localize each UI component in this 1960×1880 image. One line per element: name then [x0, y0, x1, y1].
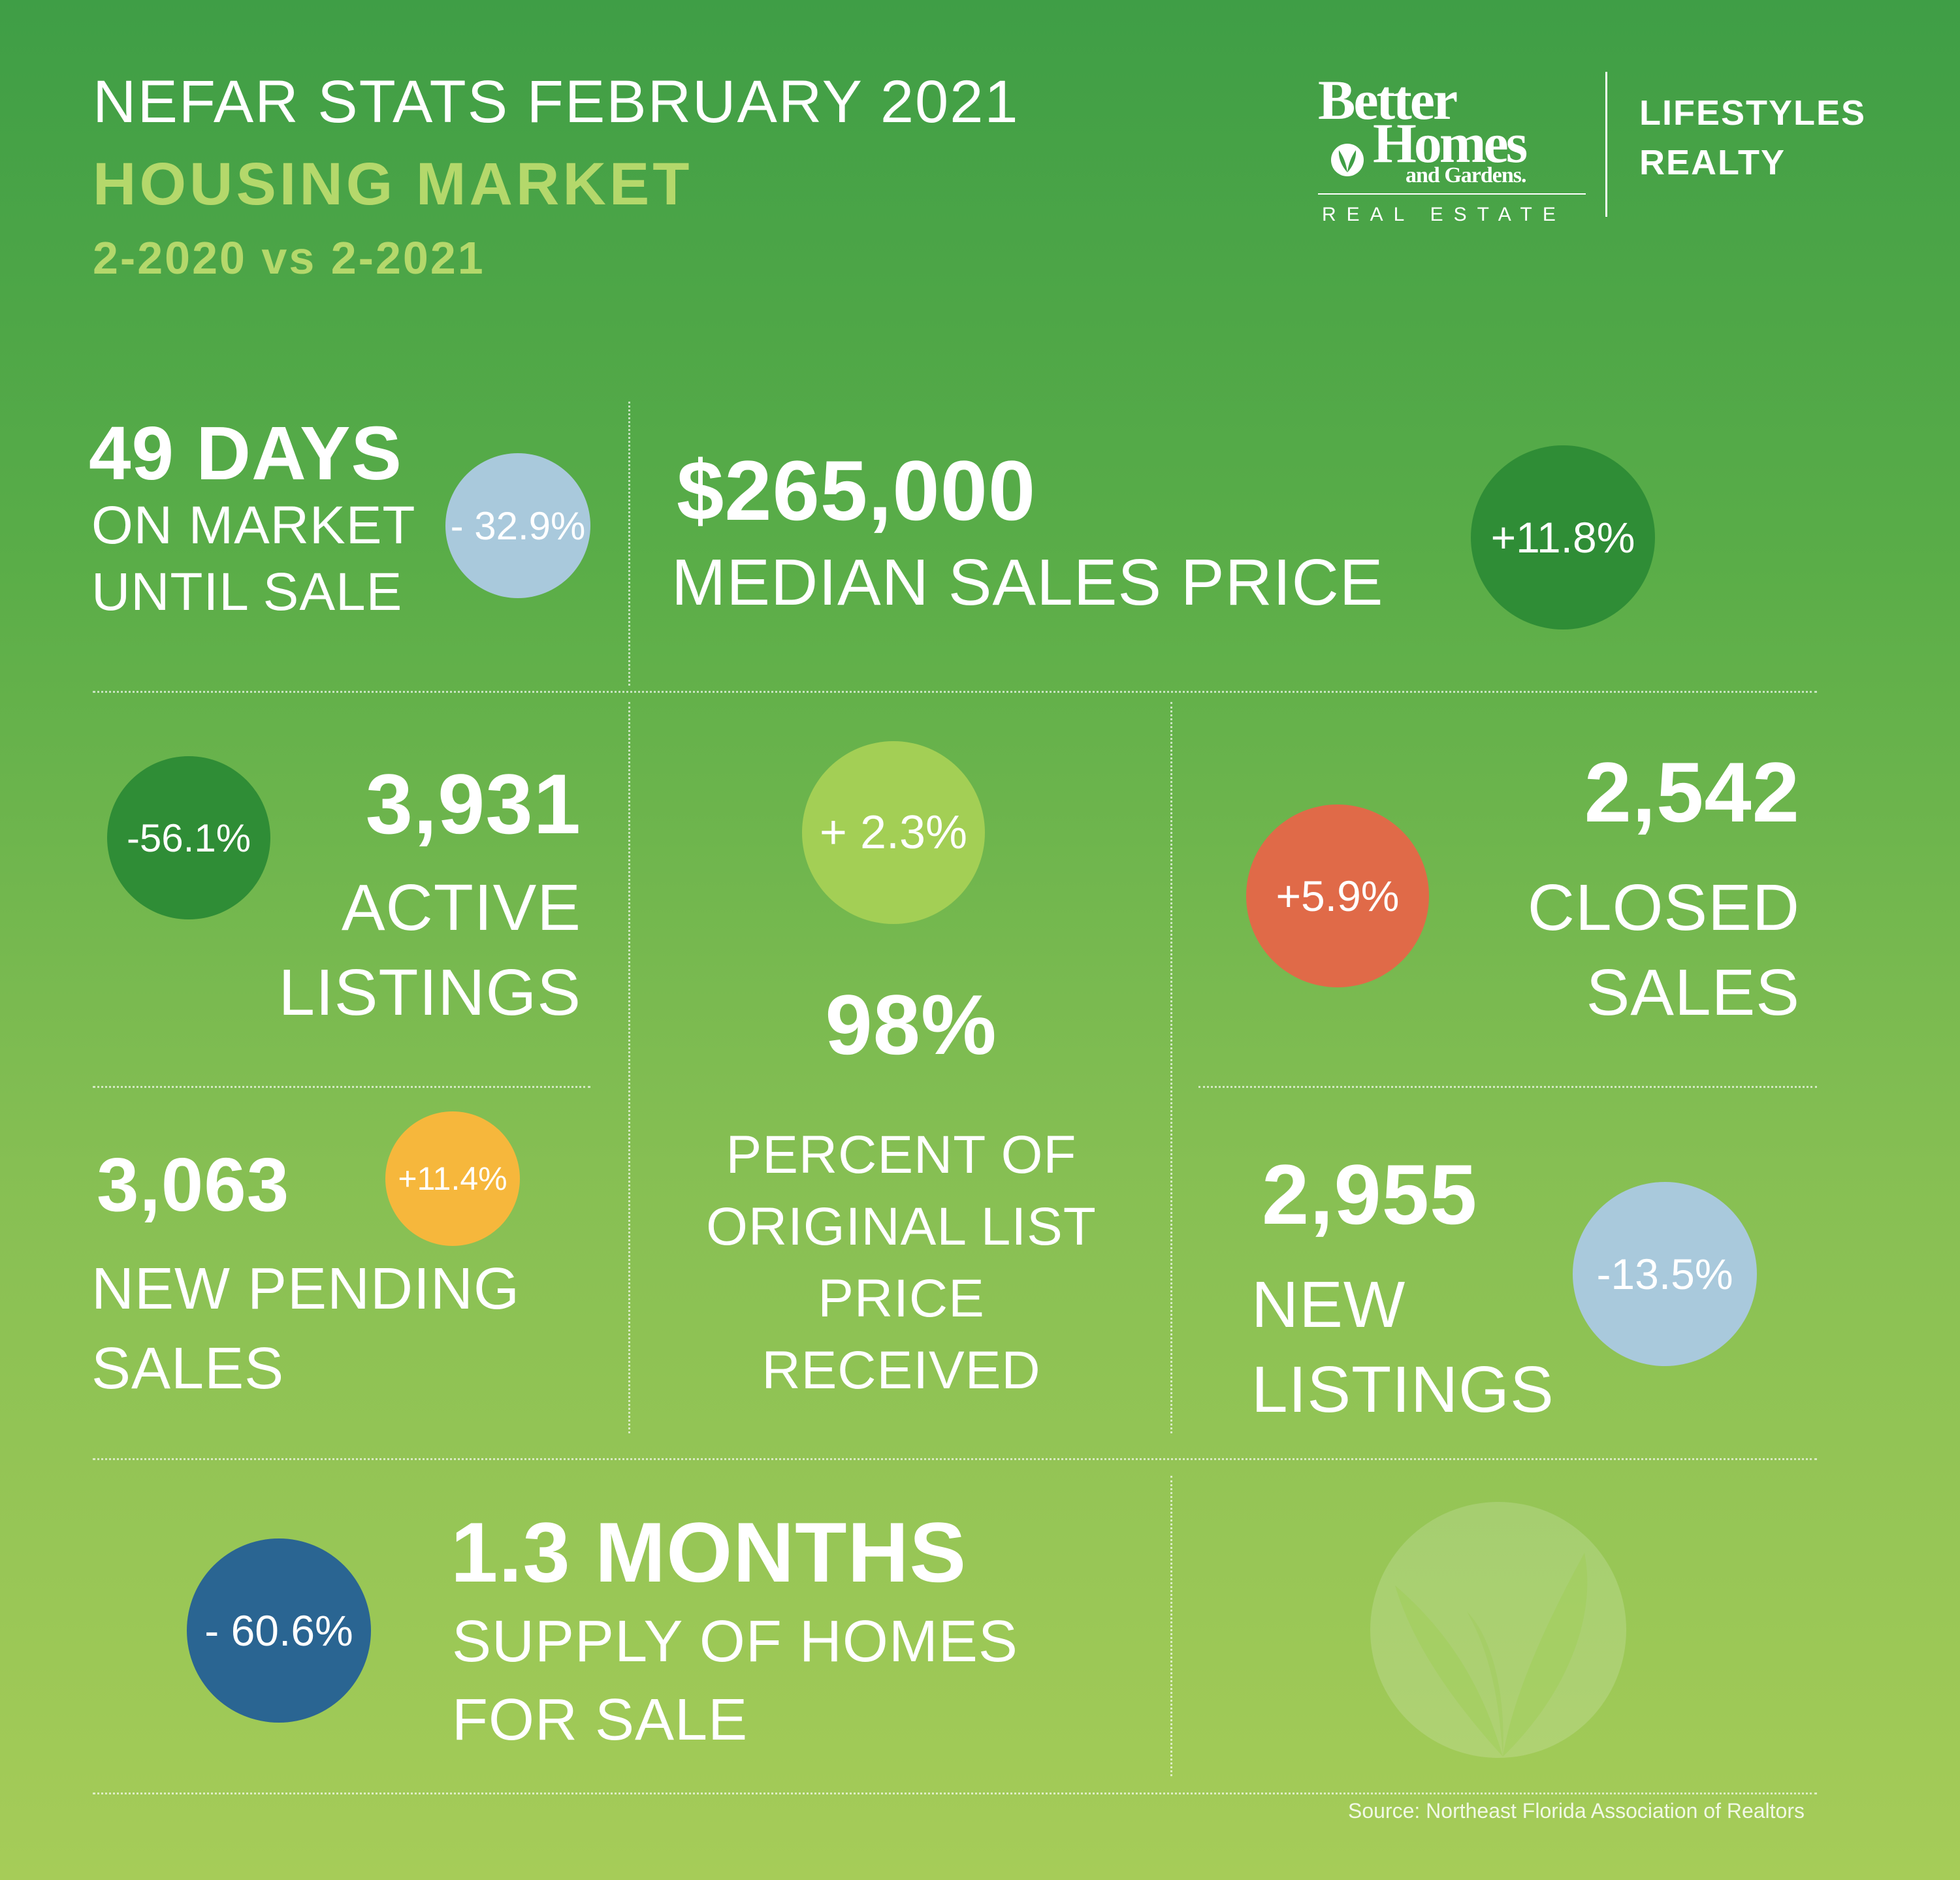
new-listings-label-2: LISTINGS: [1251, 1353, 1554, 1426]
percent-list-label-3: PRICE: [818, 1269, 985, 1328]
divider-v4: [1170, 1476, 1172, 1776]
logo-better: Better: [1318, 69, 1458, 131]
supply-label-2: FOR SALE: [452, 1687, 748, 1753]
supply-change-badge: - 60.6%: [187, 1538, 371, 1723]
percent-list-label-2: ORIGINAL LIST: [706, 1197, 1097, 1256]
logo-separator: [1605, 72, 1607, 217]
closed-sales-label-2: SALES: [1586, 956, 1800, 1029]
days-on-market-label-1: ON MARKET: [91, 496, 416, 555]
divider-v2: [628, 702, 630, 1433]
supply-value: 1.3 MONTHS: [451, 1505, 967, 1600]
divider-v1: [628, 402, 630, 686]
partner-name-line2: REALTY: [1639, 143, 1786, 182]
percent-list-change-badge: + 2.3%: [802, 741, 985, 924]
days-on-market-label-2: UNTIL SALE: [91, 562, 403, 622]
divider-h2-right: [1198, 1086, 1817, 1088]
watermark-leaf-icon: [1369, 1501, 1628, 1759]
comparison-period: 2-2020 vs 2-2021: [93, 232, 485, 283]
divider-h2-left: [93, 1086, 590, 1088]
supply-label-1: SUPPLY OF HOMES: [452, 1609, 1018, 1674]
new-listings-change-badge: -13.5%: [1573, 1182, 1757, 1366]
partner-name-line1: LIFESTYLES: [1639, 93, 1867, 133]
divider-h4: [93, 1792, 1817, 1794]
active-listings-change-badge: -56.1%: [107, 756, 270, 919]
closed-sales-value: 2,542: [1584, 744, 1800, 840]
days-on-market-value: 49 DAYS: [89, 411, 402, 496]
median-price-change-badge: +11.8%: [1471, 445, 1655, 629]
percent-list-label-1: PERCENT OF: [726, 1125, 1077, 1185]
days-on-market-change-badge: - 32.9%: [445, 453, 590, 598]
bhg-logo: Better Homes and Gardens. REAL ESTATE: [1313, 69, 1587, 225]
leaf-icon: [1331, 144, 1364, 176]
source-note: Source: Northeast Florida Association of…: [1348, 1799, 1805, 1823]
logo-homes: Homes: [1373, 112, 1528, 174]
percent-list-value: 98%: [825, 977, 997, 1072]
divider-h3: [93, 1458, 1817, 1460]
closed-sales-change-badge: +5.9%: [1246, 805, 1429, 987]
logo-real-estate: REAL ESTATE: [1322, 204, 1566, 225]
logo-divider: [1318, 193, 1586, 195]
closed-sales-label-1: CLOSED: [1527, 871, 1800, 944]
pending-sales-label-2: SALES: [91, 1336, 285, 1401]
percent-list-label-4: RECEIVED: [762, 1341, 1041, 1400]
median-price-value: $265,000: [677, 443, 1036, 538]
active-listings-label-1: ACTIVE: [341, 871, 581, 944]
active-listings-label-2: LISTINGS: [278, 956, 581, 1029]
active-listings-value: 3,931: [365, 756, 581, 852]
page-title: NEFAR STATS FEBRUARY 2021: [93, 69, 1020, 135]
new-listings-value: 2,955: [1262, 1147, 1478, 1242]
divider-h1: [93, 691, 1817, 693]
pending-sales-label-1: NEW PENDING: [91, 1256, 521, 1322]
pending-sales-value: 3,063: [97, 1142, 290, 1227]
page-subtitle: HOUSING MARKET: [93, 151, 693, 217]
divider-v3: [1170, 702, 1172, 1433]
median-price-label: MEDIAN SALES PRICE: [671, 546, 1384, 619]
new-listings-label-1: NEW: [1251, 1268, 1406, 1341]
logo-and-gardens: and Gardens.: [1406, 163, 1526, 187]
pending-sales-change-badge: +11.4%: [385, 1111, 520, 1246]
